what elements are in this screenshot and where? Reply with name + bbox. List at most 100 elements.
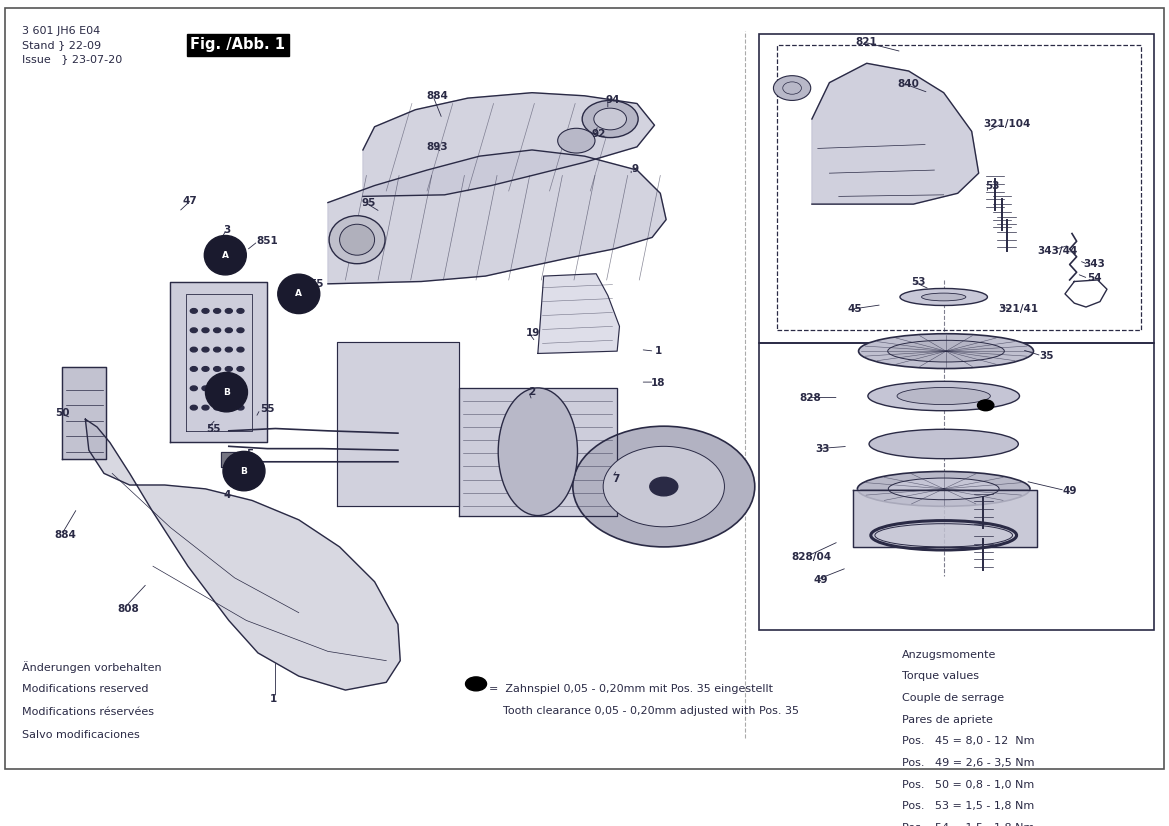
Text: 3 601 JH6 E04: 3 601 JH6 E04 [22, 26, 101, 36]
Circle shape [594, 108, 627, 130]
Circle shape [650, 477, 678, 496]
Bar [777, 45, 1141, 330]
Circle shape [214, 386, 221, 391]
Polygon shape [538, 273, 620, 354]
Polygon shape [62, 367, 106, 459]
Text: Änderungen vorbehalten: Änderungen vorbehalten [22, 661, 162, 672]
Bar [760, 34, 1154, 344]
Ellipse shape [330, 216, 385, 263]
Text: Pos.   45 = 8,0 - 12  Nm: Pos. 45 = 8,0 - 12 Nm [901, 737, 1035, 747]
Ellipse shape [205, 235, 247, 275]
Bar [760, 344, 1154, 629]
Text: 808: 808 [118, 604, 139, 614]
Circle shape [202, 367, 209, 371]
Circle shape [202, 328, 209, 333]
Text: 19: 19 [526, 328, 540, 338]
Text: 2: 2 [528, 387, 535, 397]
Text: B: B [223, 387, 230, 396]
Text: 55: 55 [207, 425, 221, 434]
Circle shape [226, 328, 233, 333]
Circle shape [214, 406, 221, 410]
Ellipse shape [339, 224, 374, 255]
Text: 53: 53 [985, 181, 999, 191]
Text: 884: 884 [55, 530, 76, 540]
Text: 53: 53 [911, 277, 926, 287]
Circle shape [226, 406, 233, 410]
Text: 95: 95 [361, 197, 376, 207]
Circle shape [226, 347, 233, 352]
Circle shape [237, 406, 244, 410]
Text: 851: 851 [256, 236, 278, 246]
Text: 94: 94 [606, 96, 620, 106]
Circle shape [226, 386, 233, 391]
Circle shape [558, 128, 595, 153]
Circle shape [237, 386, 244, 391]
Text: 3: 3 [223, 225, 230, 235]
Text: 50: 50 [55, 408, 69, 418]
Text: Fig. /Abb. 1: Fig. /Abb. 1 [191, 37, 285, 52]
Circle shape [603, 446, 725, 527]
Text: Couple de serrage: Couple de serrage [901, 693, 1004, 703]
Ellipse shape [869, 430, 1018, 458]
Circle shape [237, 347, 244, 352]
Circle shape [191, 406, 198, 410]
Text: 343/44: 343/44 [1038, 245, 1078, 255]
Ellipse shape [857, 472, 1030, 506]
Text: Anzugsmomente: Anzugsmomente [901, 650, 996, 660]
Circle shape [214, 367, 221, 371]
Circle shape [202, 347, 209, 352]
Circle shape [191, 347, 198, 352]
Text: Pos.   49 = 2,6 - 3,5 Nm: Pos. 49 = 2,6 - 3,5 Nm [901, 758, 1035, 768]
Ellipse shape [897, 387, 990, 405]
Polygon shape [221, 452, 249, 468]
Ellipse shape [206, 373, 248, 412]
Text: 1: 1 [270, 695, 277, 705]
Text: 840: 840 [898, 79, 920, 89]
Circle shape [191, 309, 198, 313]
Circle shape [202, 406, 209, 410]
Text: 884: 884 [427, 91, 449, 101]
Text: 1: 1 [655, 346, 662, 356]
Text: 49: 49 [814, 575, 829, 585]
Circle shape [774, 76, 811, 101]
Text: 18: 18 [651, 377, 665, 388]
Text: 4: 4 [224, 490, 231, 500]
Text: 7: 7 [613, 474, 620, 484]
Circle shape [226, 309, 233, 313]
Text: 893: 893 [427, 142, 449, 152]
Text: A: A [296, 289, 303, 298]
Circle shape [191, 367, 198, 371]
Ellipse shape [498, 388, 577, 515]
Text: Pos.   50 = 0,8 - 1,0 Nm: Pos. 50 = 0,8 - 1,0 Nm [901, 780, 1033, 790]
Text: Pos.   53 = 1,5 - 1,8 Nm: Pos. 53 = 1,5 - 1,8 Nm [901, 801, 1033, 811]
Circle shape [237, 309, 244, 313]
Circle shape [191, 386, 198, 391]
Ellipse shape [223, 451, 265, 491]
Text: 55: 55 [309, 279, 324, 289]
Circle shape [202, 386, 209, 391]
Text: 9: 9 [631, 164, 638, 174]
Text: 821: 821 [856, 36, 878, 46]
Ellipse shape [887, 340, 1004, 362]
Text: 55: 55 [260, 404, 275, 414]
Circle shape [214, 347, 221, 352]
Polygon shape [852, 491, 1037, 547]
Circle shape [582, 101, 638, 138]
Circle shape [237, 328, 244, 333]
Text: =  Zahnspiel 0,05 - 0,20mm mit Pos. 35 eingestellt: = Zahnspiel 0,05 - 0,20mm mit Pos. 35 ei… [489, 684, 773, 694]
Polygon shape [171, 282, 268, 443]
Circle shape [202, 309, 209, 313]
Circle shape [214, 328, 221, 333]
Text: 92: 92 [592, 130, 606, 140]
Circle shape [465, 676, 486, 691]
Text: Pos.   54 = 1,5 - 1,8 Nm: Pos. 54 = 1,5 - 1,8 Nm [901, 824, 1035, 826]
Circle shape [237, 367, 244, 371]
Text: 343: 343 [1084, 259, 1105, 269]
Polygon shape [338, 342, 458, 506]
Text: Stand } 22-09: Stand } 22-09 [22, 40, 102, 50]
Circle shape [977, 400, 994, 411]
Polygon shape [328, 150, 666, 284]
Text: 49: 49 [1063, 487, 1077, 496]
Text: Pares de apriete: Pares de apriete [901, 714, 992, 725]
Polygon shape [458, 388, 617, 516]
